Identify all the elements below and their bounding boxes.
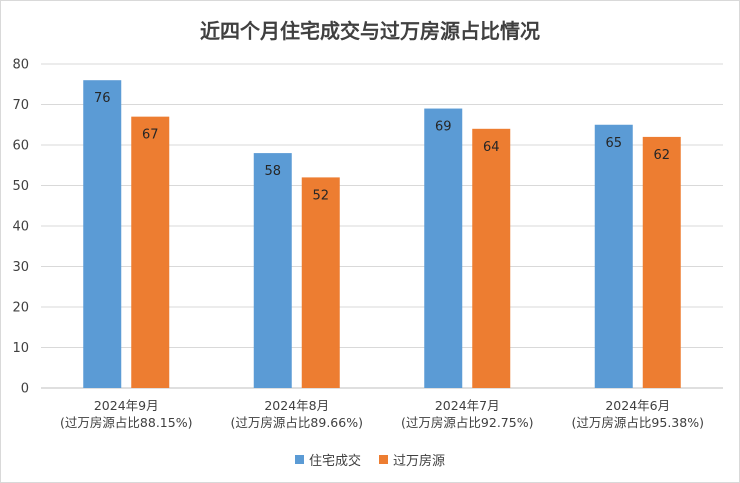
data-label-residential-2: 69 — [435, 120, 452, 135]
bar-over-10k-1 — [301, 177, 340, 388]
legend-item-over-10k: 过万房源 — [379, 450, 445, 469]
bar-residential-2 — [424, 108, 463, 389]
data-label-residential-0: 76 — [94, 91, 111, 106]
y-tick-label-20: 20 — [12, 301, 29, 316]
legend-swatch-over-10k — [379, 455, 388, 464]
data-label-residential-3: 65 — [605, 136, 622, 151]
data-labels: 76 67 58 52 69 64 65 62 — [94, 91, 670, 203]
y-tick-label-0: 0 — [21, 382, 29, 397]
category-label-0-line-1: (过万房源占比88.15%) — [60, 415, 192, 430]
bar-residential-0 — [83, 80, 122, 388]
data-label-residential-1: 58 — [264, 164, 281, 179]
y-tick-label-50: 50 — [12, 179, 29, 194]
legend-label-residential: 住宅成交 — [308, 454, 361, 469]
category-label-3-line-1: (过万房源占比95.38%) — [572, 415, 704, 430]
bar-over-10k-2 — [472, 128, 511, 389]
legend-label-over-10k: 过万房源 — [393, 454, 446, 469]
category-label-3-line-0: 2024年6月 — [605, 398, 670, 413]
legend: 住宅成交 过万房源 — [1, 450, 739, 469]
legend-swatch-residential — [294, 455, 304, 464]
bar-over-10k-0 — [131, 116, 170, 389]
bars — [83, 80, 681, 389]
x-axis-categories: 2024年9月 (过万房源占比88.15%) 2024年8月 (过万房源占比89.66… — [60, 398, 704, 430]
y-axis-ticks: 0 10 20 30 40 50 60 70 80 — [12, 58, 29, 397]
bar-over-10k-3 — [642, 136, 681, 388]
bar-residential-1 — [253, 153, 292, 388]
legend-item-residential: 住宅成交 — [294, 450, 361, 469]
y-tick-label-60: 60 — [12, 139, 29, 154]
data-label-over-10k-3: 62 — [653, 148, 670, 163]
y-tick-label-30: 30 — [12, 260, 29, 275]
data-label-over-10k-1: 52 — [312, 188, 329, 203]
category-label-2-line-1: (过万房源占比92.75%) — [401, 415, 533, 430]
y-tick-label-40: 40 — [12, 220, 29, 235]
y-tick-label-70: 70 — [12, 98, 29, 113]
category-label-1-line-1: (过万房源占比89.66%) — [231, 415, 363, 430]
category-label-1-line-0: 2024年8月 — [264, 398, 329, 413]
category-label-0-line-0: 2024年9月 — [94, 398, 159, 413]
y-tick-label-10: 10 — [12, 341, 29, 356]
bar-residential-3 — [594, 124, 633, 388]
data-label-over-10k-0: 67 — [142, 128, 159, 143]
category-label-2-line-0: 2024年7月 — [435, 398, 500, 413]
data-label-over-10k-2: 64 — [483, 140, 500, 155]
y-tick-label-80: 80 — [12, 58, 29, 73]
chart-title: 近四个月住宅成交与过万房源占比情况 — [200, 19, 540, 43]
